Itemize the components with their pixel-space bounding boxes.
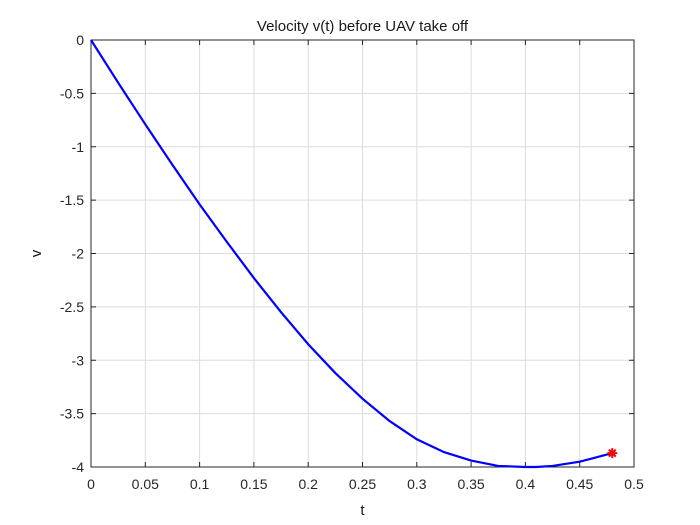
y-tick-label: -0.5 xyxy=(60,85,84,101)
end-point-marker xyxy=(607,448,618,459)
y-tick-label: -4 xyxy=(72,459,85,475)
y-tick-label: -2 xyxy=(72,246,85,262)
x-tick-label: 0.5 xyxy=(624,476,644,492)
marker-stroke xyxy=(608,448,617,458)
y-tick-label: -2.5 xyxy=(60,299,84,315)
x-tick-label: 0.45 xyxy=(566,476,593,492)
y-tick-label: -3 xyxy=(72,352,85,368)
x-tick-label: 0.15 xyxy=(240,476,267,492)
y-tick-label: -1.5 xyxy=(60,192,84,208)
chart-title: Velocity v(t) before UAV take off xyxy=(257,18,469,35)
x-tick-label: 0 xyxy=(87,476,95,492)
grid-layer xyxy=(91,40,634,467)
x-axis-label: t xyxy=(360,502,365,519)
y-tick-label: -1 xyxy=(72,139,85,155)
marker-layer xyxy=(607,448,618,459)
ticks-layer: 0 0.05 0.1 0.15 0.2 0.25 0.3 0.35 0.4 0.45 0.5 0 -0.… xyxy=(60,32,644,492)
x-tick-label: 0.2 xyxy=(298,476,318,492)
x-tick-label: 0.05 xyxy=(132,476,159,492)
x-tick-label: 0.1 xyxy=(190,476,210,492)
y-tick-label: -3.5 xyxy=(60,406,84,422)
y-axis-label: v xyxy=(28,249,45,257)
series-line xyxy=(90,39,613,469)
x-tick-label: 0.3 xyxy=(407,476,427,492)
x-tick-label: 0.35 xyxy=(457,476,484,492)
y-tick-label: 0 xyxy=(76,32,84,48)
x-tick-label: 0.4 xyxy=(516,476,536,492)
series-layer xyxy=(90,39,613,469)
x-tick-label: 0.25 xyxy=(349,476,376,492)
